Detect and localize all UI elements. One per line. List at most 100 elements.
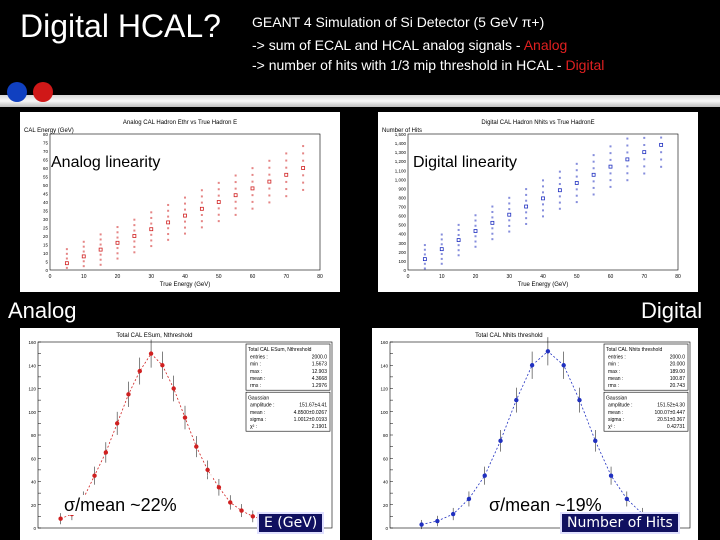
data-point-spread [643, 158, 646, 161]
data-point-spread [474, 235, 477, 238]
data-point-spread [302, 145, 305, 148]
data-point [58, 516, 63, 521]
data-point-spread [200, 220, 203, 223]
fit-key: mean : [250, 410, 265, 416]
y-tick-label: 300 [398, 241, 406, 246]
y-tick-label: 140 [380, 363, 388, 368]
fit-key: amplitude : [250, 403, 274, 409]
fit-value: 20.51±0.367 [657, 417, 685, 423]
y-tick-label: 35 [43, 209, 49, 214]
data-point [545, 349, 551, 354]
y-tick-label: 1,200 [395, 159, 407, 164]
x-tick-label: 80 [675, 274, 681, 280]
data-point [103, 450, 109, 455]
stats-value: 20.743 [670, 383, 686, 389]
data-point-spread [65, 248, 68, 251]
data-point-spread [542, 185, 544, 188]
data-point-spread [184, 232, 186, 235]
fit-box-title: Gaussian [606, 395, 627, 401]
stats-box-title: Total CAL Nhits threshold [606, 347, 662, 353]
data-point-spread [575, 188, 578, 191]
y-tick-label: 500 [398, 223, 406, 228]
chart-title: Analog CAL Hadron Ethr vs True Hadron E [123, 120, 237, 126]
data-point-spread [217, 188, 220, 191]
data-point-spread [65, 252, 68, 255]
data-point-spread [82, 265, 85, 268]
x-tick-label: 20 [473, 274, 479, 280]
y-tick-label: 60 [31, 456, 37, 461]
subtitle-line-3: -> number of hits with 1/3 mip threshold… [252, 57, 604, 73]
digital-histogram-panel: Total CAL Nhits threshold 0 20 40 60 80 100 120… [372, 328, 698, 540]
data-point-spread [116, 226, 119, 229]
data-point-spread [82, 245, 85, 248]
chart-title: Total CAL Nhits threshold [475, 333, 542, 339]
data-point [642, 150, 647, 155]
data-point [114, 421, 120, 426]
data-point-spread [457, 249, 460, 252]
data-point-spread [660, 165, 663, 168]
data-point [126, 392, 131, 397]
digital-heading: Digital [641, 298, 703, 323]
x-tick-label: 60 [608, 274, 614, 280]
data-point-spread [217, 220, 220, 223]
x-tick-label: 10 [81, 274, 87, 280]
data-point-spread [643, 144, 646, 147]
data-point-spread [285, 152, 288, 155]
y-tick-label: 160 [28, 340, 36, 345]
data-point [137, 368, 142, 374]
data-point [64, 261, 69, 266]
plot-frame [407, 133, 679, 271]
stats-value: 20.000 [670, 362, 686, 368]
y-tick-label: 80 [383, 433, 389, 438]
x-tick-label: 0 [49, 274, 52, 280]
data-point [466, 496, 472, 502]
data-point [182, 415, 188, 420]
stats-key: mean : [608, 376, 623, 382]
data-point [473, 229, 478, 233]
data-point-spread [575, 194, 578, 197]
y-tick-label: 0 [45, 268, 48, 273]
data-point-spread [116, 257, 119, 260]
data-point [450, 511, 456, 517]
stats-value: 100.87 [670, 376, 686, 382]
data-point [456, 238, 461, 242]
data-point-spread [423, 244, 426, 247]
data-point-spread [508, 230, 511, 233]
energy-axis-label: E (GeV) [257, 512, 325, 534]
data-point-spread [474, 245, 477, 248]
fit-key: mean : [608, 410, 623, 416]
data-point-spread [423, 262, 426, 265]
data-point-spread [234, 174, 237, 177]
data-point [267, 179, 272, 184]
sigma-analog-text: σ/mean ~22% [62, 495, 179, 515]
y-tick-label: 15 [43, 243, 49, 248]
data-point-spread [643, 136, 646, 139]
x-tick-label: 50 [574, 274, 580, 280]
analog-histogram-chart: Total CAL ESum, Nthreshold 0 20 40 60 80 100 12… [28, 333, 333, 531]
data-point-spread [184, 208, 186, 211]
stats-value: 2000.0 [670, 354, 686, 360]
data-point-spread [609, 152, 612, 155]
fit-key: sigma : [250, 417, 266, 423]
data-point [593, 438, 598, 444]
data-point-spread [150, 239, 153, 242]
stats-key: min : [608, 362, 619, 368]
data-point [171, 386, 176, 391]
data-point-spread [99, 258, 102, 261]
data-point-spread [133, 245, 136, 248]
data-point-spread [268, 159, 271, 162]
stats-value: 1.2976 [312, 383, 328, 389]
data-point-spread [200, 201, 203, 204]
subtitle-line-1: GEANT 4 Simulation of Si Detector (5 GeV… [252, 14, 545, 30]
x-tick-label: 10 [439, 274, 445, 280]
data-point [92, 473, 97, 478]
data-point [239, 508, 244, 513]
data-point-spread [660, 151, 663, 154]
data-point-spread [99, 238, 102, 241]
data-point [507, 212, 512, 217]
stats-key: rms : [250, 383, 261, 389]
analog-linearity-label: Analog linearity [51, 154, 161, 172]
y-tick-label: 200 [398, 250, 406, 255]
data-point [561, 363, 566, 368]
data-point-spread [525, 193, 528, 196]
